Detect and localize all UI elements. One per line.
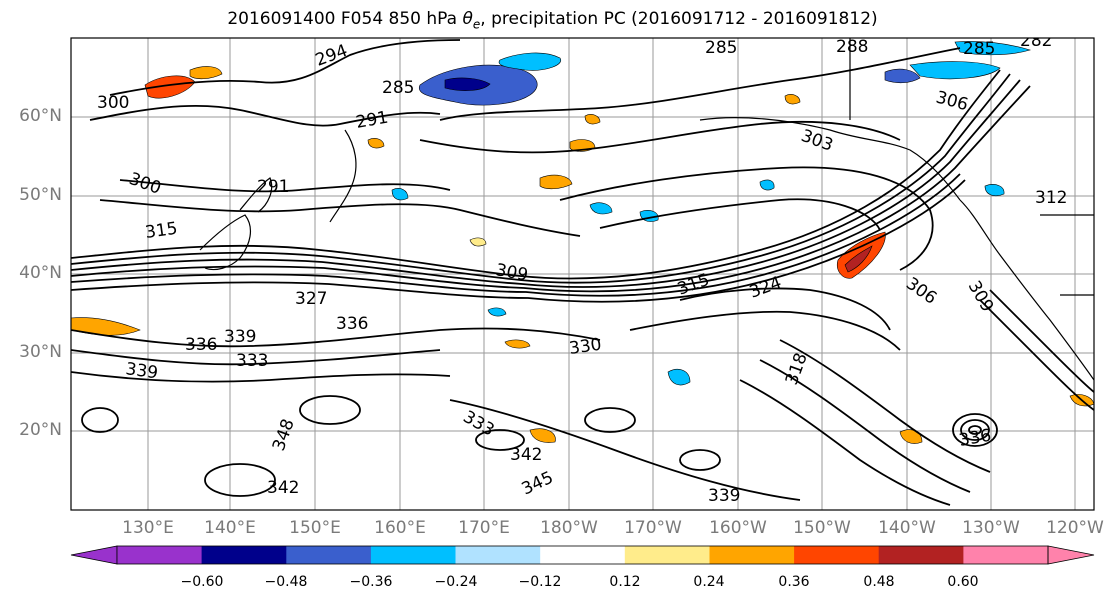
contour-label: 285 (705, 38, 737, 58)
colorbar-segment (117, 546, 203, 564)
precipitation-shading (71, 41, 1094, 444)
colorbar-segment (540, 546, 626, 564)
contour-label: 336 (185, 335, 217, 355)
colorbar-segment (624, 546, 710, 564)
colorbar (70, 545, 1095, 565)
contour-label: 285 (382, 78, 414, 98)
colorbar-tick-label: −0.60 (180, 574, 224, 590)
colorbar-segment (709, 546, 795, 564)
colorbar-segment (455, 546, 541, 564)
lon-label-140e: 140°E (204, 518, 256, 538)
contour-label: 345 (519, 468, 557, 500)
contour-label: 339 (708, 486, 740, 506)
colorbar-frame (116, 545, 1049, 565)
colorbar-tick-label: 0.24 (693, 574, 725, 590)
contour-label: 330 (568, 335, 603, 359)
contour-label: 333 (236, 351, 268, 371)
lon-label-170e: 170°E (458, 518, 510, 538)
lon-label-160e: 160°E (374, 518, 426, 538)
chart-title: 2016091400 F054 850 hPa θe, precipitatio… (0, 9, 1105, 31)
colorbar-extend-high (1047, 545, 1095, 565)
lon-label-150e: 150°E (289, 518, 341, 538)
contour-label: 348 (269, 416, 299, 453)
contour-label: 300 (97, 93, 129, 113)
contour-label: 336 (957, 426, 992, 451)
lat-label-40n: 40°N (19, 263, 62, 283)
colorbar-tick-label: 0.60 (947, 574, 979, 590)
contour-label: 291 (354, 108, 389, 133)
theta-e-contours (71, 39, 1094, 506)
title-suffix: , precipitation PC (2016091712 - 2016091… (480, 9, 878, 29)
contour-label: 282 (1020, 31, 1052, 51)
lat-label-50n: 50°N (19, 185, 62, 205)
map-frame (70, 37, 1095, 511)
colorbar-tick-label: −0.48 (264, 574, 308, 590)
theta-symbol: θ (462, 9, 473, 29)
contour-label: 300 (126, 169, 163, 199)
colorbar-tick-label: 0.48 (863, 574, 895, 590)
colorbar-segment (878, 546, 964, 564)
colorbar-segment (286, 546, 372, 564)
contour-label: 339 (224, 327, 256, 347)
contour-label: 306 (902, 274, 940, 309)
colorbar-tick-label: −0.24 (434, 574, 478, 590)
lat-label-30n: 30°N (19, 342, 62, 362)
colorbar-tick-label: 0.12 (609, 574, 641, 590)
lon-label-130w: 130°W (962, 518, 1020, 538)
lon-label-130e: 130°E (122, 518, 174, 538)
contour-label: 339 (124, 359, 159, 383)
contour-label: 312 (1035, 188, 1067, 208)
colorbar-segment (794, 546, 880, 564)
lon-label-140w: 140°W (878, 518, 936, 538)
title-prefix: 2016091400 F054 850 hPa (227, 9, 463, 29)
gridlines (71, 38, 1094, 510)
theta-subscript: e (472, 17, 481, 32)
colorbar-segment (963, 546, 1049, 564)
lon-label-180w: 180°W (540, 518, 598, 538)
lon-label-120w: 120°W (1046, 518, 1104, 538)
contour-label: 291 (257, 177, 289, 197)
contour-label: 285 (963, 39, 995, 59)
coastlines (199, 38, 1094, 381)
contour-label: 294 (313, 41, 350, 71)
contour-label: 327 (295, 289, 327, 309)
contour-label: 318 (782, 350, 812, 387)
colorbar-segment (201, 546, 287, 564)
lat-label-20n: 20°N (19, 420, 62, 440)
colorbar-tick-label: −0.12 (518, 574, 562, 590)
contour-label: 342 (510, 445, 542, 465)
lon-label-160w: 160°W (709, 518, 767, 538)
contour-label: 309 (964, 278, 998, 316)
contour-label: 342 (267, 478, 299, 498)
contour-label: 336 (336, 314, 368, 334)
lat-label-60n: 60°N (19, 106, 62, 126)
lon-label-150w: 150°W (793, 518, 851, 538)
colorbar-tick-label: 0.36 (778, 574, 810, 590)
contour-label: 288 (836, 37, 868, 57)
colorbar-tick-label: −0.36 (349, 574, 393, 590)
lon-label-170w: 170°W (624, 518, 682, 538)
colorbar-extend-low (70, 545, 118, 565)
contour-label: 315 (144, 219, 179, 243)
colorbar-segment (370, 546, 456, 564)
contour-label: 306 (934, 88, 971, 116)
